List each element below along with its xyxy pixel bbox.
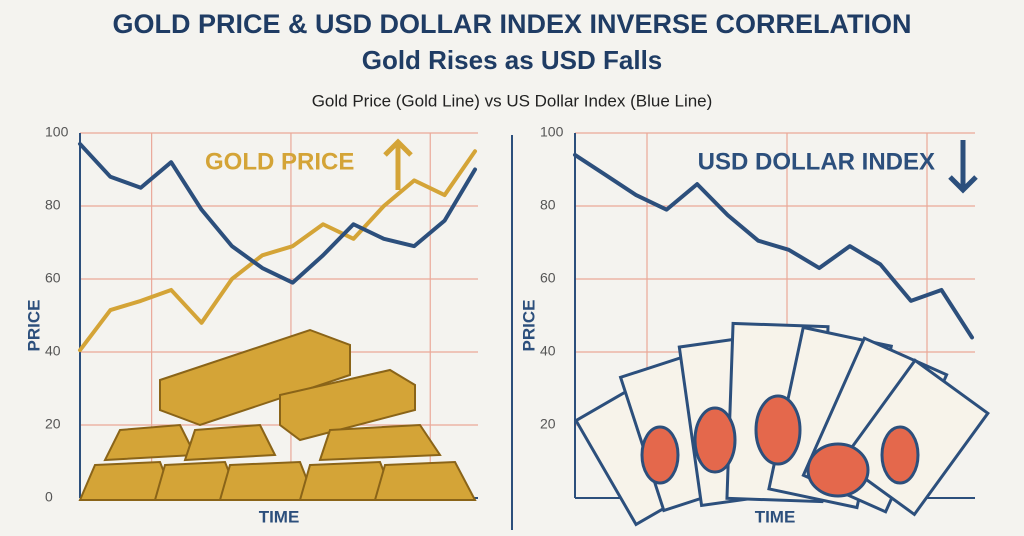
y-tick-label: 100 <box>45 124 69 140</box>
up-arrow <box>383 138 413 190</box>
x-axis-label: TIME <box>259 507 300 526</box>
dollar-bills <box>573 321 990 527</box>
caption: Gold Price (Gold Line) vs US Dollar Inde… <box>312 91 713 110</box>
annotation: USD DOLLAR INDEX <box>698 148 935 175</box>
title: GOLD PRICE & USD DOLLAR INDEX INVERSE CO… <box>112 9 911 39</box>
y-tick-label: 60 <box>540 270 556 286</box>
y-tick-label: 0 <box>45 489 53 505</box>
data-line <box>78 141 477 285</box>
y-axis-label: PRICE <box>519 300 538 352</box>
y-tick-label: 20 <box>45 416 61 432</box>
annotation: GOLD PRICE <box>205 148 354 175</box>
y-tick-label: 80 <box>540 197 556 213</box>
y-tick-label: 40 <box>45 343 61 359</box>
lines-group: TIME GOLD PRICE <box>78 141 477 526</box>
gold-bars <box>78 328 477 501</box>
down-arrow <box>948 140 978 194</box>
y-axis-label: PRICE <box>24 300 43 352</box>
data-line <box>78 149 477 353</box>
y-tick-label: 20 <box>540 416 556 432</box>
y-tick-label: 60 <box>45 270 61 286</box>
y-tick-label: 80 <box>45 197 61 213</box>
subtitle: Gold Rises as USD Falls <box>362 45 663 75</box>
data-line <box>573 152 974 340</box>
lines-group: TIME USD DOLLAR INDEX <box>573 148 974 526</box>
y-tick-label: 40 <box>540 343 556 359</box>
y-tick-label: 100 <box>540 124 564 140</box>
x-axis-label: TIME <box>755 507 796 526</box>
